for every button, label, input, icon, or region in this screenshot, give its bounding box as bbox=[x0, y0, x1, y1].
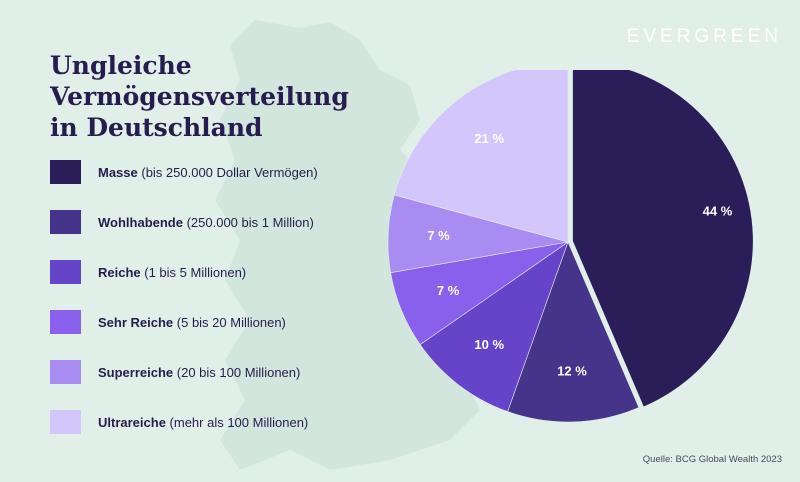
legend-label-name: Superreiche bbox=[98, 364, 174, 380]
pie-chart: 44 % 12 % 10 % 7 % 7 % 21 % bbox=[387, 70, 753, 423]
pie-data-label: 7 % bbox=[427, 228, 450, 243]
legend-label: Wohlhabende (250.000 bis 1 Million) bbox=[98, 215, 314, 230]
legend-item: Reiche (1 bis 5 Millionen) bbox=[50, 260, 380, 284]
title-line-2: in Deutschland bbox=[50, 113, 263, 142]
legend-item: Superreiche (20 bis 100 Millionen) bbox=[50, 360, 380, 384]
legend-label-detail: (1 bis 5 Millionen) bbox=[140, 264, 247, 280]
page-title: Ungleiche Vermögensverteilung in Deutsch… bbox=[50, 50, 490, 143]
legend-label: Masse (bis 250.000 Dollar Vermögen) bbox=[98, 165, 318, 180]
legend-item: Ultrareiche (mehr als 100 Millionen) bbox=[50, 410, 380, 434]
legend-label-name: Reiche bbox=[98, 264, 141, 280]
legend-label-detail: (250.000 bis 1 Million) bbox=[182, 214, 314, 230]
legend-item: Wohlhabende (250.000 bis 1 Million) bbox=[50, 210, 380, 234]
legend-swatch bbox=[50, 310, 81, 334]
legend-label-detail: (mehr als 100 Millionen) bbox=[165, 414, 309, 430]
germany-map-shape bbox=[215, 20, 480, 470]
legend-item: Masse (bis 250.000 Dollar Vermögen) bbox=[50, 160, 380, 184]
legend-label: Ultrareiche (mehr als 100 Millionen) bbox=[98, 415, 308, 430]
legend-label-detail: (5 bis 20 Millionen) bbox=[173, 314, 286, 330]
legend-label-name: Wohlhabende bbox=[98, 214, 183, 230]
brand-logo: EVERGREEN bbox=[626, 26, 782, 47]
legend-label: Reiche (1 bis 5 Millionen) bbox=[98, 265, 246, 280]
pie-slice-reiche bbox=[419, 241, 569, 412]
legend-swatch bbox=[50, 360, 81, 384]
chart-legend: Masse (bis 250.000 Dollar Vermögen) Wohlh… bbox=[50, 160, 380, 460]
source-note: Quelle: BCG Global Wealth 2023 bbox=[642, 454, 782, 465]
title-line-1: Ungleiche Vermögensverteilung bbox=[50, 51, 349, 111]
legend-swatch bbox=[50, 160, 81, 184]
legend-label-name: Ultrareiche bbox=[98, 414, 166, 430]
pie-data-label: 10 % bbox=[474, 337, 504, 352]
pie-data-label: 12 % bbox=[557, 364, 587, 379]
pie-slice-masse bbox=[572, 70, 753, 407]
legend-label-detail: (20 bis 100 Millionen) bbox=[173, 364, 301, 380]
legend-label-name: Masse bbox=[98, 164, 138, 180]
legend-swatch bbox=[50, 410, 81, 434]
pie-data-label: 44 % bbox=[703, 203, 733, 218]
legend-label: Superreiche (20 bis 100 Millionen) bbox=[98, 365, 300, 380]
legend-swatch bbox=[50, 260, 81, 284]
pie-data-label: 21 % bbox=[474, 131, 504, 146]
pie-slice-ultrareiche bbox=[393, 70, 569, 243]
legend-label-name: Sehr Reiche bbox=[98, 314, 174, 330]
legend-item: Sehr Reiche (5 bis 20 Millionen) bbox=[50, 310, 380, 334]
legend-label: Sehr Reiche (5 bis 20 Millionen) bbox=[98, 315, 286, 330]
legend-swatch bbox=[50, 210, 81, 234]
pie-data-label: 7 % bbox=[437, 283, 460, 298]
pie-slice-wohlhabende bbox=[507, 241, 640, 423]
legend-label-detail: (bis 250.000 Dollar Vermögen) bbox=[137, 164, 318, 180]
